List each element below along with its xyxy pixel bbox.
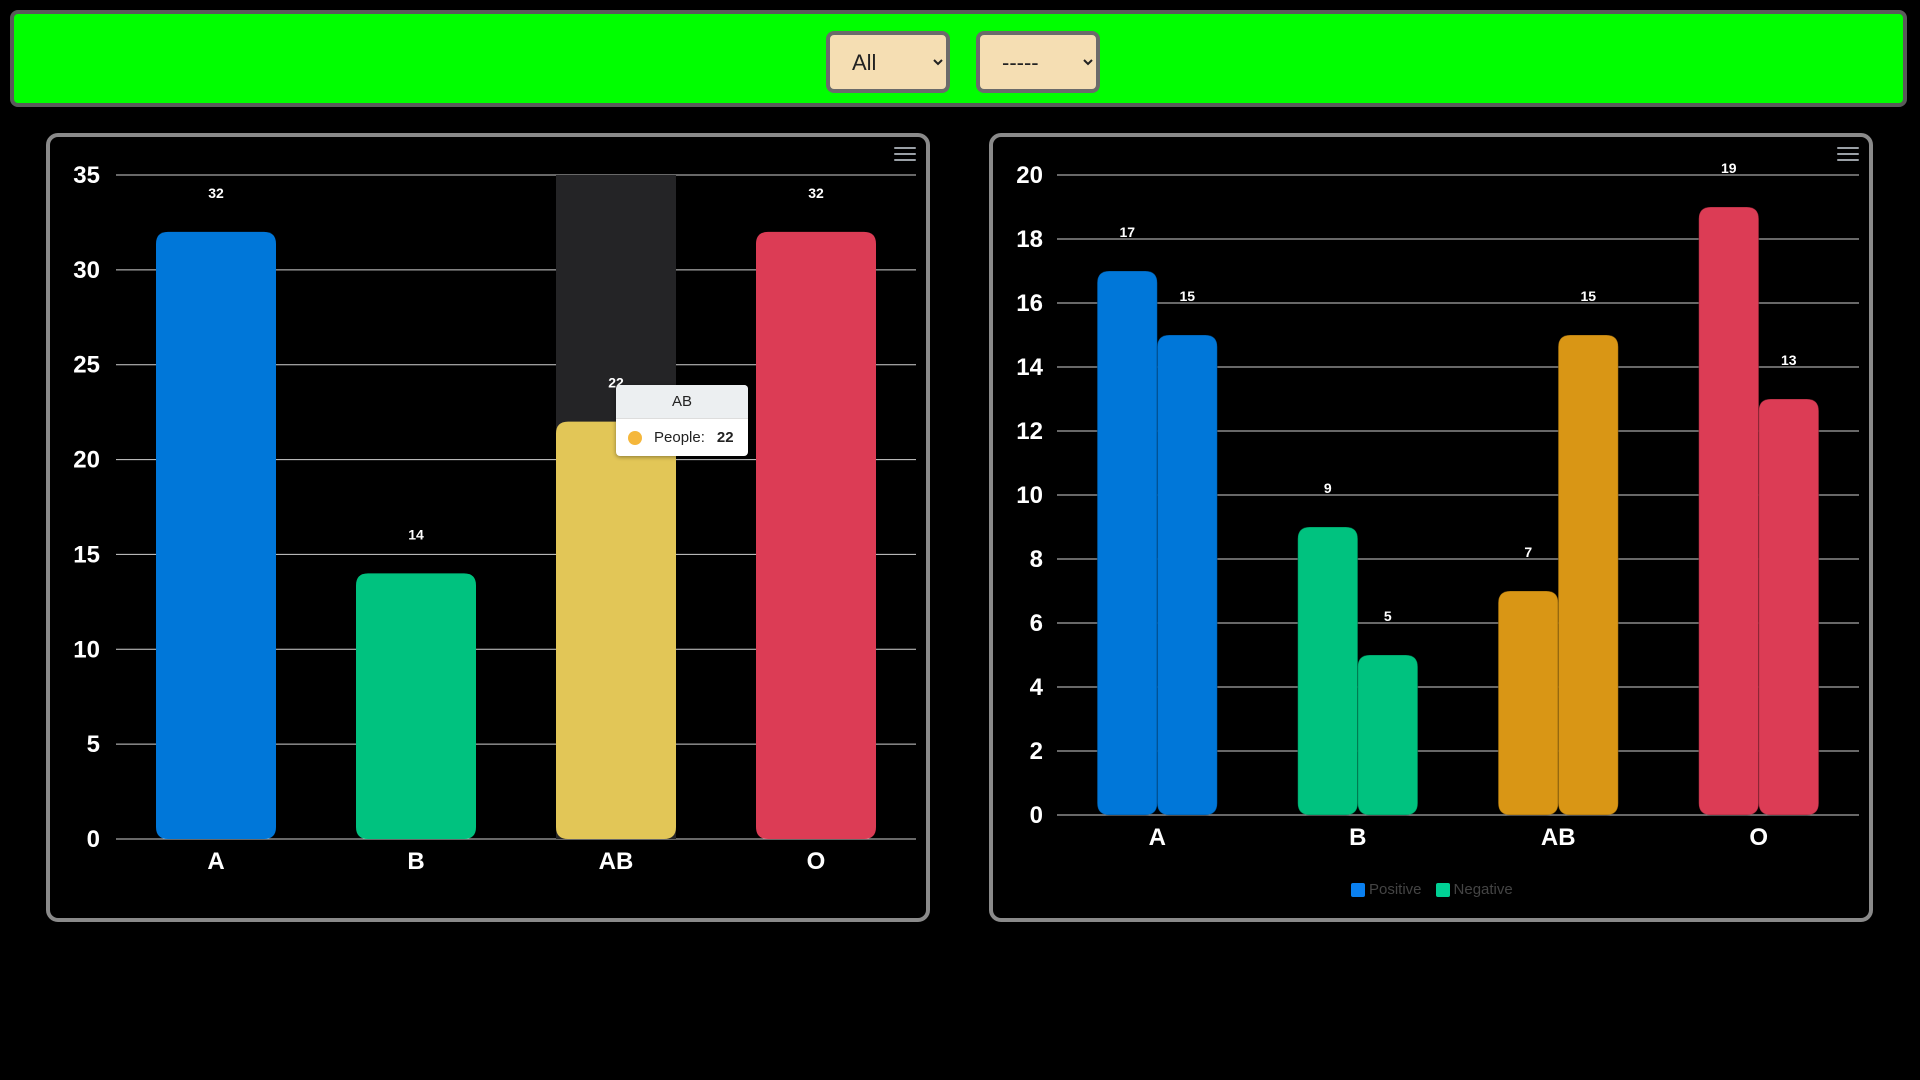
legend-item-positive[interactable]: Positive <box>1351 881 1422 898</box>
y-tick-label: 2 <box>1030 738 1043 765</box>
y-tick-label: 35 <box>73 162 100 189</box>
data-label: 5 <box>1384 608 1392 624</box>
data-label: 7 <box>1524 544 1532 560</box>
legend-swatch <box>1435 882 1450 897</box>
tooltip-category: AB <box>616 385 748 419</box>
blood-group-select[interactable]: All <box>826 31 950 93</box>
bar <box>356 573 476 839</box>
x-tick-label: AB <box>1541 824 1576 851</box>
y-tick-label: 30 <box>73 257 100 284</box>
bar <box>1698 206 1760 816</box>
data-label: 15 <box>1179 288 1195 304</box>
y-tick-label: 15 <box>73 541 100 568</box>
x-tick-label: A <box>207 848 224 875</box>
y-tick-label: 0 <box>1030 802 1043 829</box>
bar <box>156 231 276 839</box>
y-tick-label: 5 <box>87 731 100 758</box>
data-label: 13 <box>1781 352 1797 368</box>
y-tick-label: 8 <box>1030 546 1043 573</box>
y-tick-label: 25 <box>73 352 100 379</box>
tooltip-value: 22 <box>716 429 734 446</box>
bar <box>1357 654 1419 816</box>
y-tick-label: 4 <box>1030 674 1044 701</box>
data-label: 15 <box>1580 288 1596 304</box>
y-tick-label: 6 <box>1030 610 1043 637</box>
bar <box>1156 334 1218 816</box>
y-tick-label: 14 <box>1016 354 1043 381</box>
rh-chart-panel: 0 2 4 6 8 10 12 14 16 18 20 17 15 A 9 5 B 7 15 AB 19 13 O Posi… <box>989 133 1873 922</box>
chart-menu-icon[interactable] <box>894 147 916 165</box>
x-tick-label: B <box>407 848 424 875</box>
filter-bar: All ----- <box>10 10 1907 107</box>
rh-bar-chart: 0 2 4 6 8 10 12 14 16 18 20 17 15 A 9 5 B 7 15 AB 19 13 O <box>1016 160 1859 851</box>
data-label: 9 <box>1324 480 1332 496</box>
data-label: 17 <box>1119 224 1135 240</box>
bar <box>1557 334 1619 816</box>
x-tick-label: B <box>1349 824 1366 851</box>
legend-label: Negative <box>1453 881 1513 898</box>
bar <box>1297 526 1359 816</box>
y-tick-label: 20 <box>1016 162 1043 189</box>
rh-factor-select[interactable]: ----- <box>976 31 1100 93</box>
legend-label: Positive <box>1369 881 1422 898</box>
bar <box>756 231 876 839</box>
bar <box>1497 590 1559 816</box>
bar <box>1758 398 1820 816</box>
y-tick-label: 18 <box>1016 226 1043 253</box>
bar <box>1096 270 1158 816</box>
tooltip-series-name: People: <box>654 429 705 446</box>
bar <box>556 421 676 839</box>
x-tick-label: AB <box>599 848 634 875</box>
y-tick-label: 10 <box>73 636 100 663</box>
y-tick-label: 0 <box>87 826 100 853</box>
y-tick-label: 10 <box>1016 482 1043 509</box>
tooltip-series-marker <box>628 430 642 445</box>
data-label: 32 <box>208 185 224 201</box>
y-tick-label: 16 <box>1016 290 1043 317</box>
data-label: 19 <box>1721 160 1737 176</box>
y-tick-label: 20 <box>73 447 100 474</box>
x-tick-label: O <box>807 848 826 875</box>
x-tick-label: A <box>1149 824 1166 851</box>
people-bar-chart: 0 5 10 15 20 25 30 35 32 A 14 B 22 AB 32 O <box>73 162 916 875</box>
people-chart-panel: 0 5 10 15 20 25 30 35 32 A 14 B 22 AB 32 O AB People: 2… <box>46 133 930 922</box>
chart-menu-icon[interactable] <box>1837 147 1859 165</box>
data-label: 14 <box>408 526 424 542</box>
legend-item-negative[interactable]: Negative <box>1435 881 1513 898</box>
x-tick-label: O <box>1749 824 1768 851</box>
bar-tooltip: AB People: 22 <box>616 385 748 456</box>
y-tick-label: 12 <box>1016 418 1043 445</box>
legend-swatch <box>1351 882 1365 897</box>
chart-legend: Positive Negative <box>1351 881 1513 898</box>
data-label: 32 <box>808 185 824 201</box>
